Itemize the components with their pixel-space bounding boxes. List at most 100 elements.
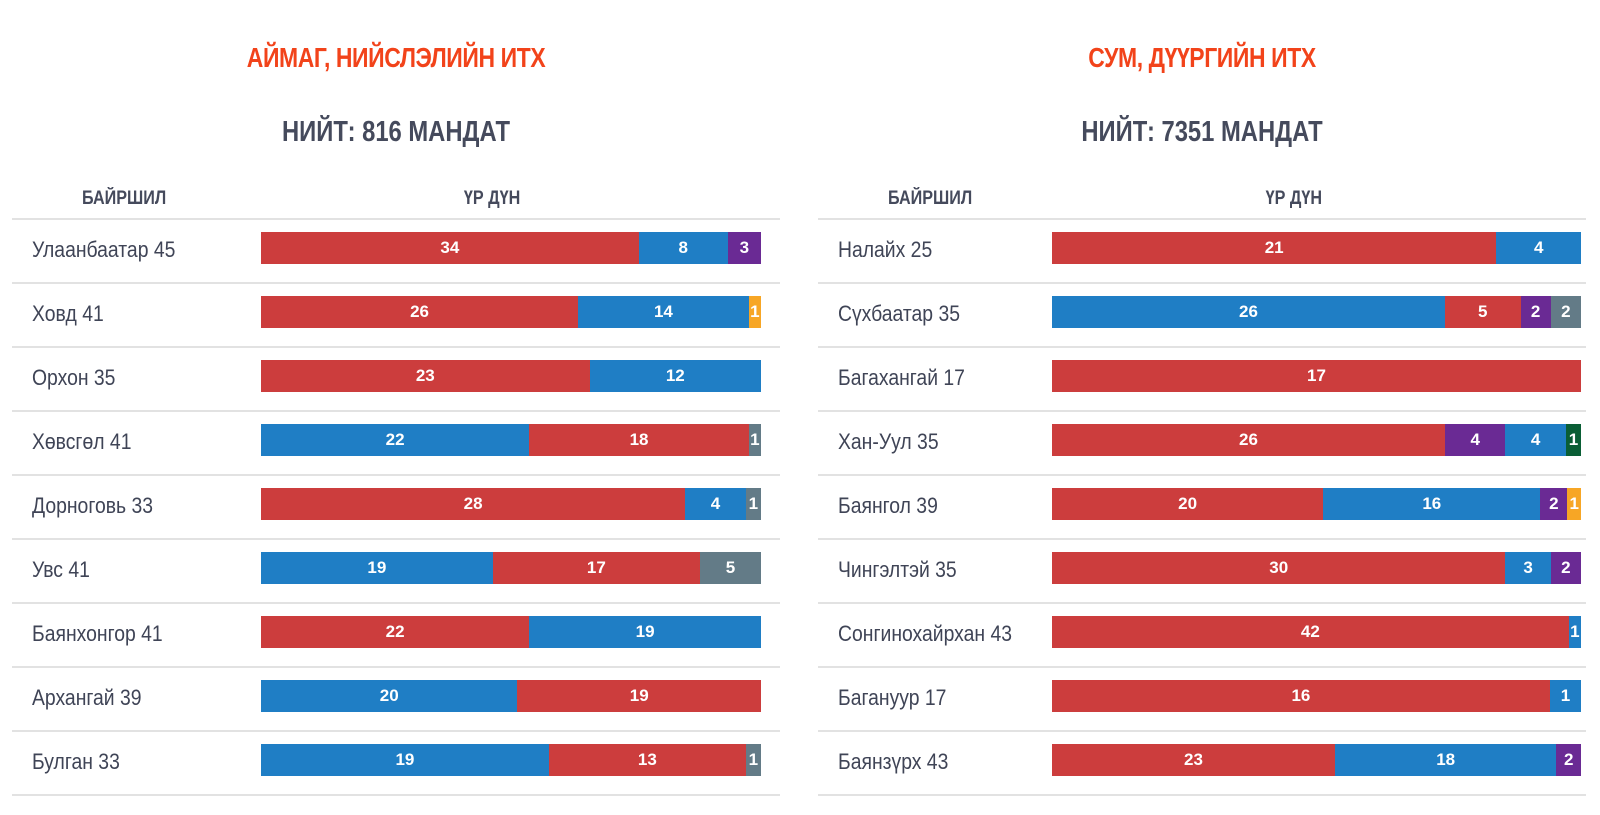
results-list: Налайх 25 21 4 Сүхбаатар 35 26 5 2 2 Багахангай … — [818, 220, 1586, 796]
bar-segment-red[interactable]: 16 — [1052, 680, 1550, 712]
table-row: Багахангай 17 17 — [818, 348, 1586, 412]
table-row: Баянхонгор 41 22 19 — [12, 604, 780, 668]
table-header: БАЙРШИЛ ҮР ДҮН — [818, 188, 1586, 220]
stacked-bar: 26 4 4 1 — [1052, 424, 1581, 456]
bar-segment-purple[interactable]: 2 — [1540, 488, 1568, 520]
stacked-bar: 23 18 2 — [1052, 744, 1581, 776]
location-label: Баянхонгор 41 — [32, 621, 163, 646]
bar-segment-blue[interactable]: 8 — [638, 232, 728, 264]
bar-segment-purple[interactable]: 2 — [1556, 744, 1581, 776]
column-result: ҮР ДҮН — [463, 188, 521, 209]
bar-segment-red[interactable]: 22 — [261, 616, 530, 648]
bar-segment-blue[interactable]: 4 — [1505, 424, 1566, 456]
bar-segment-red[interactable]: 5 — [1444, 296, 1521, 328]
location-label: Увс 41 — [32, 557, 90, 582]
stacked-bar: 30 3 2 — [1052, 552, 1581, 584]
location-label: Багахангай 17 — [838, 365, 965, 390]
bar-segment-gray[interactable]: 5 — [700, 552, 761, 584]
table-row: Дорноговь 33 28 4 1 — [12, 476, 780, 540]
bar-segment-red[interactable]: 30 — [1052, 552, 1506, 584]
bar-segment-blue[interactable]: 3 — [1505, 552, 1551, 584]
location-label: Сүхбаатар 35 — [838, 301, 960, 326]
location-label: Налайх 25 — [838, 237, 933, 262]
bar-segment-purple[interactable]: 2 — [1550, 552, 1581, 584]
bar-segment-blue[interactable]: 16 — [1323, 488, 1541, 520]
table-row: Архангай 39 20 19 — [12, 668, 780, 732]
stacked-bar: 28 4 1 — [261, 488, 761, 520]
table-row: Ховд 41 26 14 1 — [12, 284, 780, 348]
bar-segment-red[interactable]: 34 — [261, 232, 639, 264]
bar-segment-red[interactable]: 13 — [548, 744, 746, 776]
bar-segment-blue[interactable]: 26 — [1052, 296, 1445, 328]
bar-segment-red[interactable]: 28 — [261, 488, 686, 520]
location-label: Дорноговь 33 — [32, 493, 154, 518]
table-row: Хөвсгөл 41 22 18 1 — [12, 412, 780, 476]
bar-segment-red[interactable]: 20 — [1052, 488, 1324, 520]
bar-segment-orange[interactable]: 1 — [748, 296, 761, 328]
bar-segment-blue[interactable]: 19 — [529, 616, 761, 648]
bar-segment-gray[interactable]: 1 — [748, 424, 761, 456]
bar-segment-blue[interactable]: 19 — [261, 552, 493, 584]
bar-segment-green[interactable]: 1 — [1565, 424, 1581, 456]
bar-segment-purple[interactable]: 2 — [1520, 296, 1551, 328]
aimag-panel: АЙМАГ, НИЙСЛЭЛИЙН ИТХ НИЙТ: 816 МАНДАТ Б… — [0, 0, 792, 815]
table-row: Хан-Уул 35 26 4 4 1 — [818, 412, 1586, 476]
results-list: Улаанбаатар 45 34 8 3 Ховд 41 26 14 1 Орхон 35 23… — [12, 220, 780, 796]
bar-segment-blue[interactable]: 19 — [261, 744, 549, 776]
total-seats: НИЙТ: 7351 МАНДАТ — [1081, 116, 1323, 148]
bar-segment-red[interactable]: 18 — [529, 424, 749, 456]
table-row: Баянзүрх 43 23 18 2 — [818, 732, 1586, 796]
panel-title: СУМ, ДҮҮРГИЙН ИТХ — [1088, 42, 1316, 73]
table-row: Чингэлтэй 35 30 3 2 — [818, 540, 1586, 604]
bar-segment-blue[interactable]: 1 — [1568, 616, 1581, 648]
stacked-bar: 23 12 — [261, 360, 761, 392]
bar-segment-blue[interactable]: 4 — [685, 488, 746, 520]
bar-segment-blue[interactable]: 1 — [1549, 680, 1581, 712]
table-row: Булган 33 19 13 1 — [12, 732, 780, 796]
bar-segment-red[interactable]: 19 — [517, 680, 761, 712]
stacked-bar: 22 19 — [261, 616, 761, 648]
table-row: Сонгинохайрхан 43 42 1 — [818, 604, 1586, 668]
bar-segment-blue[interactable]: 18 — [1334, 744, 1557, 776]
stacked-bar: 19 13 1 — [261, 744, 761, 776]
location-label: Баянгол 39 — [838, 493, 938, 518]
stacked-bar: 20 19 — [261, 680, 761, 712]
stacked-bar: 21 4 — [1052, 232, 1581, 264]
bar-segment-orange[interactable]: 1 — [1567, 488, 1581, 520]
stacked-bar: 34 8 3 — [261, 232, 761, 264]
bar-segment-red[interactable]: 23 — [261, 360, 590, 392]
location-label: Орхон 35 — [32, 365, 116, 390]
location-label: Багануур 17 — [838, 685, 947, 710]
location-label: Хөвсгөл 41 — [32, 429, 132, 454]
bar-segment-blue[interactable]: 4 — [1496, 232, 1581, 264]
bar-segment-purple[interactable]: 3 — [727, 232, 761, 264]
bar-segment-gray[interactable]: 1 — [745, 744, 761, 776]
bar-segment-purple[interactable]: 4 — [1444, 424, 1506, 456]
bar-segment-blue[interactable]: 20 — [261, 680, 518, 712]
bar-segment-red[interactable]: 21 — [1052, 232, 1497, 264]
bar-segment-blue[interactable]: 12 — [589, 360, 761, 392]
bar-segment-red[interactable]: 42 — [1052, 616, 1569, 648]
bar-segment-red[interactable]: 26 — [1052, 424, 1445, 456]
location-label: Хан-Уул 35 — [838, 429, 939, 454]
total-seats: НИЙТ: 816 МАНДАТ — [281, 116, 510, 148]
stacked-bar: 42 1 — [1052, 616, 1581, 648]
bar-segment-red[interactable]: 17 — [492, 552, 701, 584]
bar-segment-red[interactable]: 17 — [1052, 360, 1581, 392]
bar-segment-red[interactable]: 23 — [1052, 744, 1335, 776]
bar-segment-gray[interactable]: 1 — [745, 488, 761, 520]
table-row: Налайх 25 21 4 — [818, 220, 1586, 284]
table-row: Сүхбаатар 35 26 5 2 2 — [818, 284, 1586, 348]
column-result: ҮР ДҮН — [1265, 188, 1322, 209]
stacked-bar: 17 — [1052, 360, 1581, 392]
stacked-bar: 26 14 1 — [261, 296, 761, 328]
bar-segment-blue[interactable]: 14 — [578, 296, 749, 328]
bar-segment-blue[interactable]: 22 — [261, 424, 530, 456]
location-label: Чингэлтэй 35 — [838, 557, 957, 582]
location-label: Улаанбаатар 45 — [32, 237, 176, 262]
table-row: Баянгол 39 20 16 2 1 — [818, 476, 1586, 540]
bar-segment-red[interactable]: 26 — [261, 296, 579, 328]
sum-panel: СУМ, ДҮҮРГИЙН ИТХ НИЙТ: 7351 МАНДАТ БАЙР… — [806, 0, 1598, 815]
location-label: Архангай 39 — [32, 685, 142, 710]
bar-segment-gray[interactable]: 2 — [1550, 296, 1581, 328]
